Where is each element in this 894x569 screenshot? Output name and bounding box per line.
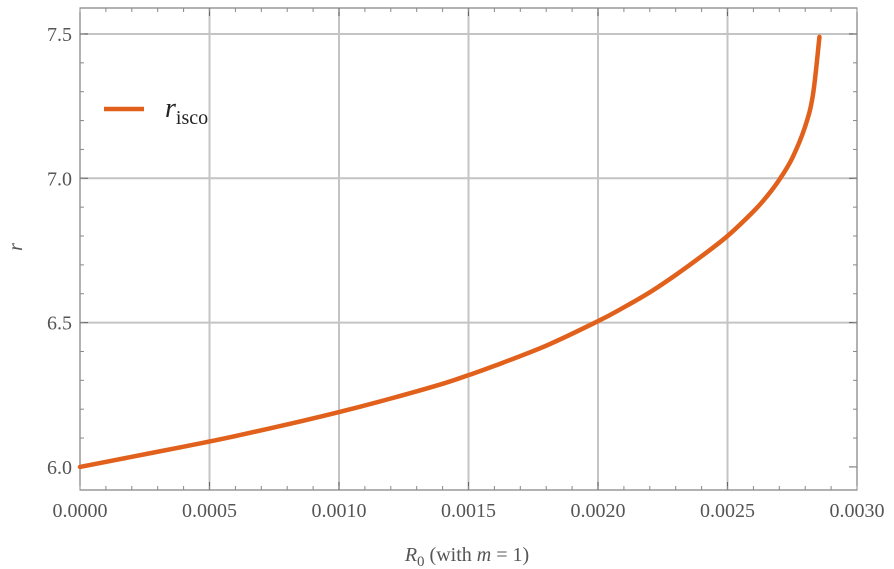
legend-label-main: r (165, 93, 176, 124)
x-axis-title: R0 (with m = 1) (404, 544, 529, 569)
legend-label: risco (165, 93, 208, 129)
x-tick-label: 0.0000 (53, 500, 108, 522)
x-tick-label: 0.0015 (441, 500, 496, 522)
grid (80, 8, 857, 490)
y-axis-title: r (5, 243, 27, 251)
x-axis-title-rest-1: (with (425, 544, 477, 566)
x-tick-label: 0.0025 (700, 500, 755, 522)
x-axis-title-main: R (404, 544, 417, 566)
legend: risco (104, 93, 208, 129)
y-tick-label: 6.0 (47, 457, 72, 479)
tick-labels: 0.0000 0.0005 0.0010 0.0015 0.0020 0.0025 0.00… (47, 24, 885, 522)
y-tick-label: 7.5 (47, 24, 72, 46)
series-line-risco (77, 34, 822, 470)
y-tick-label: 7.0 (47, 168, 72, 190)
x-tick-label: 0.0030 (830, 500, 885, 522)
x-tick-label: 0.0010 (312, 500, 367, 522)
legend-label-sub: isco (176, 107, 208, 129)
x-axis-title-rest-2: = 1) (491, 544, 529, 566)
ticks (79, 8, 858, 490)
x-axis-title-var: m (477, 544, 491, 566)
x-axis-title-sub: 0 (417, 554, 425, 569)
x-tick-label: 0.0020 (571, 500, 626, 522)
x-tick-label: 0.0005 (182, 500, 237, 522)
y-tick-label: 6.5 (47, 313, 72, 335)
